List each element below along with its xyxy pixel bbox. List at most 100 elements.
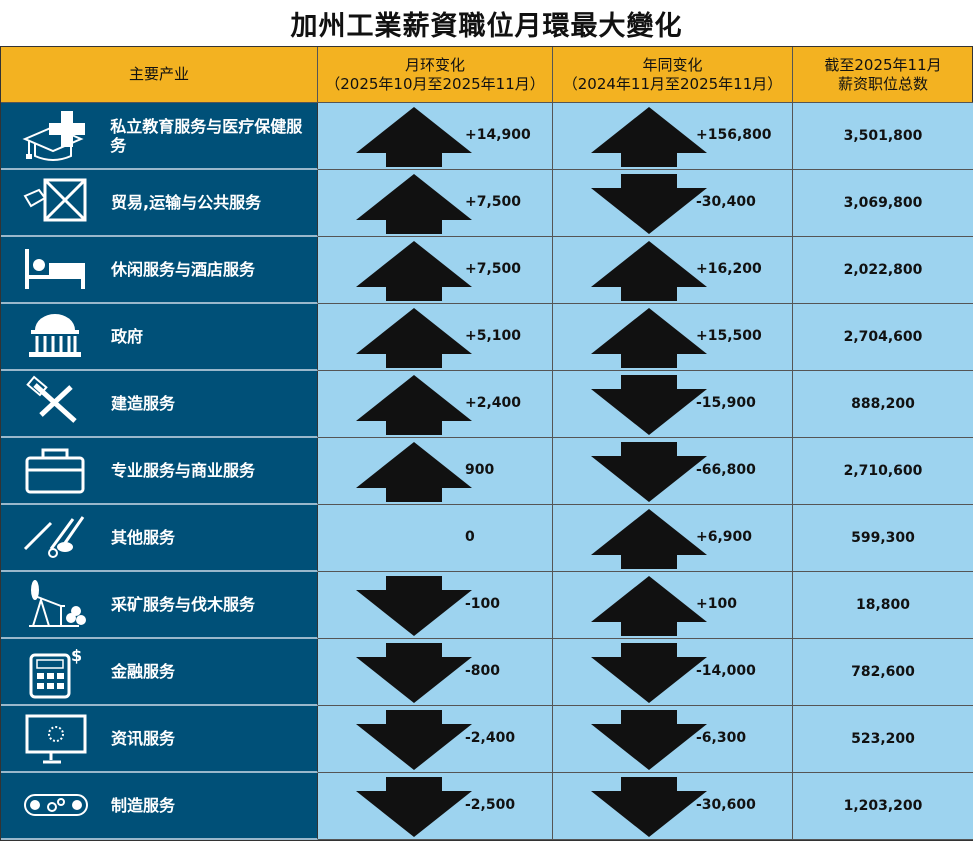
yoy-value: -15,900 (696, 395, 756, 411)
yoy-value: -14,000 (696, 663, 756, 679)
table-row: 制造服务 -2,500 -30,600 1,203,200 (1, 773, 973, 841)
yoy-cell: -30,400 (553, 170, 793, 237)
arrow-up-icon (589, 507, 709, 573)
industry-name: 建造服务 (111, 394, 176, 413)
arrow-up-icon (354, 239, 474, 305)
industry-cell: 其他服务 (1, 505, 318, 572)
total-cell: 2,710,600 (793, 438, 973, 505)
industry-cell: 贸易,运输与公共服务 (1, 170, 318, 237)
bed-icon (1, 241, 111, 299)
arrow-down-icon (354, 641, 474, 707)
industry-name: 专业服务与商业服务 (111, 461, 256, 480)
table-row: 建造服务 +2,400 -15,900 888,200 (1, 371, 973, 438)
calculator-dollar-icon: $ (1, 643, 111, 701)
mom-cell: 0 (318, 505, 553, 572)
table-body: 私立教育服务与医疗保健服务 +14,900 +156,800 3,501,800… (1, 103, 973, 841)
header-industry-label: 主要产业 (128, 65, 189, 83)
yoy-cell: +6,900 (553, 505, 793, 572)
total-value: 3,069,800 (843, 195, 923, 211)
arrow-up-icon (354, 440, 474, 506)
industry-cell: 采矿服务与伐木服务 (1, 572, 318, 639)
industry-name: 贸易,运输与公共服务 (111, 193, 262, 212)
yoy-cell: +16,200 (553, 237, 793, 304)
monitor-icon (1, 710, 111, 768)
total-value: 2,710,600 (843, 463, 923, 479)
total-cell: 523,200 (793, 706, 973, 773)
mom-cell: -2,400 (318, 706, 553, 773)
table-row: 政府 +5,100 +15,500 2,704,600 (1, 304, 973, 371)
yoy-value: -6,300 (696, 730, 747, 746)
header-yoy-label: 年同变化 (642, 55, 703, 74)
shipping-crate-icon (1, 174, 111, 232)
arrow-down-icon (589, 708, 709, 774)
industry-cell: 政府 (1, 304, 318, 371)
total-cell: 1,203,200 (793, 773, 973, 840)
arrow-down-icon (589, 775, 709, 841)
page-title: 加州工業薪資職位月環最大變化 (290, 11, 683, 42)
industry-name: 私立教育服务与医疗保健服务 (110, 116, 303, 155)
svg-text:$: $ (71, 646, 82, 665)
mom-cell: +7,500 (318, 170, 553, 237)
toolbox-icon (1, 442, 111, 500)
total-cell: 599,300 (793, 505, 973, 572)
mom-cell: +2,400 (318, 371, 553, 438)
mom-cell: -100 (318, 572, 553, 639)
arrow-down-icon (589, 440, 709, 506)
total-value: 2,704,600 (843, 329, 923, 345)
table-row: 资讯服务 -2,400 -6,300 523,200 (1, 706, 973, 774)
hammer-wrench-icon (1, 375, 111, 433)
mom-value: -800 (465, 663, 501, 679)
header-yoy-period: （2024年11月至2025年11月） (562, 74, 783, 93)
mom-cell: -2,500 (318, 773, 553, 840)
mom-value: +7,500 (465, 261, 522, 277)
header-mom-label: 月环变化 (404, 55, 465, 74)
total-value: 888,200 (851, 396, 915, 412)
industry-name: 资讯服务 (111, 729, 176, 748)
total-value: 599,300 (851, 530, 915, 546)
mom-value: -2,400 (465, 730, 516, 746)
mom-value: +7,500 (465, 194, 522, 210)
mom-value: +14,900 (465, 127, 531, 143)
total-cell: 3,069,800 (793, 170, 973, 237)
yoy-cell: -15,900 (553, 371, 793, 438)
header-industry: 主要产业 (1, 47, 318, 103)
table-row: 贸易,运输与公共服务 +7,500 -30,400 3,069,800 (1, 170, 973, 237)
industry-name: 制造服务 (111, 796, 176, 815)
yoy-cell: -14,000 (553, 639, 793, 706)
mom-cell: +5,100 (318, 304, 553, 371)
table-row: 采矿服务与伐木服务 -100 +100 18,800 (1, 572, 973, 639)
yoy-cell: -66,800 (553, 438, 793, 505)
yoy-value: -66,800 (696, 462, 756, 478)
arrow-down-icon (589, 641, 709, 707)
industry-name: 休闲服务与酒店服务 (111, 260, 256, 279)
arrow-down-icon (589, 373, 709, 439)
total-value: 18,800 (855, 597, 911, 613)
arrow-down-icon (354, 574, 474, 640)
yoy-value: +6,900 (696, 529, 753, 545)
industry-cell: 休闲服务与酒店服务 (1, 237, 318, 304)
arrow-up-icon (589, 239, 709, 305)
total-value: 2,022,800 (843, 262, 923, 278)
oil-pump-logs-icon (1, 576, 111, 634)
mom-cell: 900 (318, 438, 553, 505)
table-row: 私立教育服务与医疗保健服务 +14,900 +156,800 3,501,800 (1, 103, 973, 170)
industry-cell: 制造服务 (1, 773, 318, 840)
capitol-building-icon (1, 308, 111, 366)
conveyor-gears-icon (1, 777, 111, 835)
total-cell: 888,200 (793, 371, 973, 438)
industry-cell: 私立教育服务与医疗保健服务 (1, 103, 318, 170)
mom-value: -100 (465, 596, 501, 612)
yoy-cell: +15,500 (553, 304, 793, 371)
arrow-up-icon (354, 306, 474, 372)
mom-value: +5,100 (465, 328, 522, 344)
industry-name: 其他服务 (111, 528, 176, 547)
arrow-up-icon (589, 306, 709, 372)
header-total-label: 截至2025年11月 (824, 55, 942, 74)
yoy-cell: +100 (553, 572, 793, 639)
arrow-up-icon (589, 574, 709, 640)
table-row: 其他服务 0 +6,900 599,300 (1, 505, 973, 572)
arrow-down-icon (354, 708, 474, 774)
header-total-sub: 薪资职位总数 (837, 74, 928, 93)
mom-value: -2,500 (465, 797, 516, 813)
mom-cell: +14,900 (318, 103, 553, 170)
